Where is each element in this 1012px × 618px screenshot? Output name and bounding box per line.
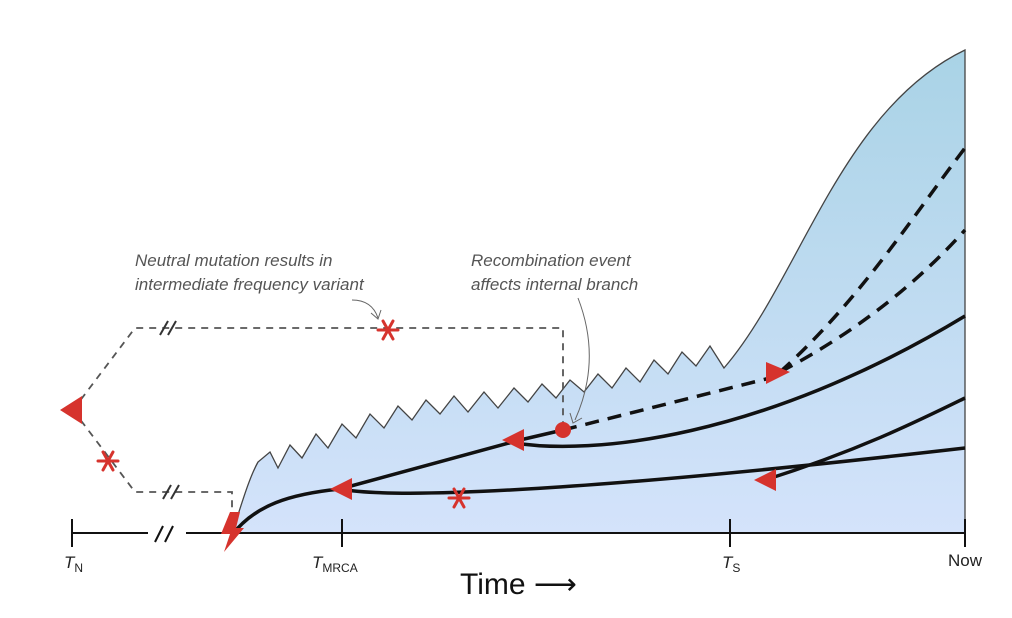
dashed-lineage-short — [562, 376, 771, 432]
recombination-pointer — [574, 297, 590, 421]
break-marks — [159, 320, 180, 500]
dashed-lineage-lower — [779, 228, 967, 374]
tick-label-tmrca: TMRCA — [312, 553, 358, 575]
recombinant-lineages — [562, 146, 967, 432]
lineage-middle — [514, 314, 966, 449]
asterisk-icon — [447, 487, 471, 509]
lineage-bottom — [764, 396, 966, 482]
neutral-lineage-lower — [72, 409, 233, 520]
triangle-arrow-icon — [766, 362, 790, 384]
population-area — [231, 48, 966, 534]
mutation-annotation-line1: Neutral mutation results in — [135, 251, 332, 270]
markers — [60, 362, 790, 552]
recombination-annotation-line1: Recombination event — [471, 251, 632, 270]
asterisk-icon — [96, 450, 120, 472]
recombination-annotation-line2: affects internal branch — [471, 275, 638, 294]
neutral-lineages — [72, 327, 564, 520]
triangle-arrow-icon — [502, 429, 524, 451]
time-axis — [71, 519, 966, 547]
asterisks — [96, 319, 471, 509]
dashed-lineage-upper — [778, 146, 967, 374]
annotation-pointers — [351, 297, 590, 424]
axis-title: Time ⟶ — [460, 568, 577, 601]
triangle-arrow-icon — [754, 469, 776, 491]
lineage-lower — [339, 446, 966, 495]
lightning-bolt-icon — [221, 512, 244, 552]
tick-label-tn: TN — [64, 553, 83, 575]
mutation-annotation-line2: intermediate frequency variant — [135, 275, 365, 294]
tick-label-ts: TS — [722, 553, 740, 575]
asterisk-icon — [376, 319, 400, 341]
dot-icon — [555, 422, 571, 438]
triangle-arrow-icon — [330, 478, 352, 500]
tick-label-now: Now — [948, 551, 983, 570]
mutation-pointer — [351, 299, 379, 319]
neutral-lineage-upper — [72, 327, 564, 430]
triangle-arrow-icon — [60, 396, 82, 424]
